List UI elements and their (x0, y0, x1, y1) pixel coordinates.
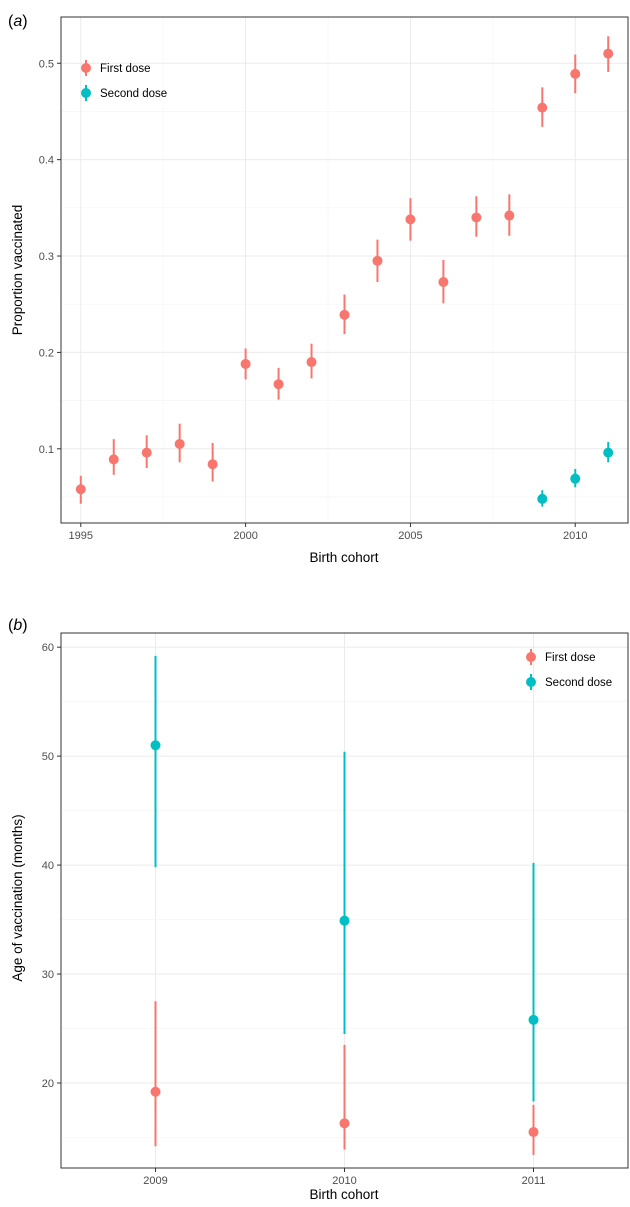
legend-label-second-dose: Second dose (100, 88, 167, 100)
panel-b-legend: First dose Second dose (526, 649, 612, 690)
point-first-dose-2006 (438, 277, 449, 288)
y-tick-label: 0.5 (39, 58, 54, 70)
panel-a-legend: First dose Second dose (81, 60, 167, 101)
x-tick-label: 2009 (143, 1175, 167, 1187)
y-tick-label: 50 (42, 751, 54, 763)
point-first-dose-1996 (108, 454, 119, 465)
point-first-dose-2011 (603, 48, 614, 59)
panel-a-frame (60, 16, 629, 524)
point-first-dose-2001 (273, 379, 284, 390)
y-tick-label: 20 (42, 1078, 54, 1090)
panel-a-y-axis-title: Proportion vaccinated (10, 205, 25, 336)
point-first-dose-2010 (570, 68, 581, 79)
panel-b-marks (150, 655, 539, 1155)
x-tick-label: 2000 (233, 530, 257, 542)
point-first-dose-1997 (141, 447, 152, 458)
point-first-dose-2007 (471, 212, 482, 223)
point-second-dose-2010 (339, 915, 350, 926)
point-first-dose-2010 (339, 1118, 350, 1129)
point-first-dose-2005 (405, 214, 416, 225)
panel-a-label: (a) (8, 13, 28, 30)
point-first-dose-2009 (150, 1086, 161, 1097)
point-first-dose-2002 (306, 357, 317, 368)
point-first-dose-2003 (339, 309, 350, 320)
panel-a-gridlines (61, 17, 628, 523)
point-second-dose-2009 (150, 740, 161, 751)
x-tick-label: 2010 (563, 530, 587, 542)
panel-a: (a) 0.1 0.2 0.3 0.4 0.5 1995 2000 2005 2010 Birt… (8, 13, 629, 565)
legend-key-point-first-dose (81, 63, 91, 73)
point-first-dose-2009 (537, 102, 548, 113)
panel-b-axes: 20 30 40 50 60 2009 2010 2011 (42, 642, 546, 1187)
x-tick-label: 2005 (398, 530, 422, 542)
legend-label-first-dose: First dose (545, 652, 596, 664)
x-tick-label: 1995 (69, 530, 93, 542)
legend-key-point-first-dose (526, 652, 536, 662)
x-tick-label: 2010 (332, 1175, 356, 1187)
panel-a-marks (75, 36, 614, 507)
legend-label-first-dose: First dose (100, 63, 151, 75)
y-tick-label: 0.3 (39, 251, 54, 263)
point-first-dose-1995 (75, 484, 86, 495)
point-second-dose-2010 (570, 473, 581, 484)
point-first-dose-2004 (372, 255, 383, 266)
point-first-dose-2000 (240, 358, 251, 369)
y-tick-label: 60 (42, 642, 54, 654)
y-tick-label: 40 (42, 860, 54, 872)
y-tick-label: 30 (42, 969, 54, 981)
point-first-dose-2008 (504, 210, 515, 221)
y-tick-label: 0.2 (39, 347, 54, 359)
point-second-dose-2009 (537, 493, 548, 504)
legend-key-point-second-dose (81, 88, 91, 98)
panel-b-x-axis-title: Birth cohort (309, 1187, 378, 1202)
panel-b-label: (b) (8, 617, 28, 634)
point-second-dose-2011 (528, 1014, 539, 1025)
legend-key-point-second-dose (526, 677, 536, 687)
point-first-dose-1999 (207, 459, 218, 470)
panel-a-axes: 0.1 0.2 0.3 0.4 0.5 1995 2000 2005 2010 (39, 58, 588, 542)
x-tick-label: 2011 (522, 1175, 546, 1187)
legend-label-second-dose: Second dose (545, 677, 612, 689)
point-first-dose-2011 (528, 1127, 539, 1138)
panel-a-x-axis-title: Birth cohort (309, 550, 378, 565)
point-first-dose-1998 (174, 438, 185, 449)
y-tick-label: 0.1 (39, 444, 54, 456)
y-tick-label: 0.4 (39, 155, 54, 167)
point-second-dose-2011 (603, 447, 614, 458)
panel-b-y-axis-title: Age of vaccination (months) (10, 814, 25, 981)
